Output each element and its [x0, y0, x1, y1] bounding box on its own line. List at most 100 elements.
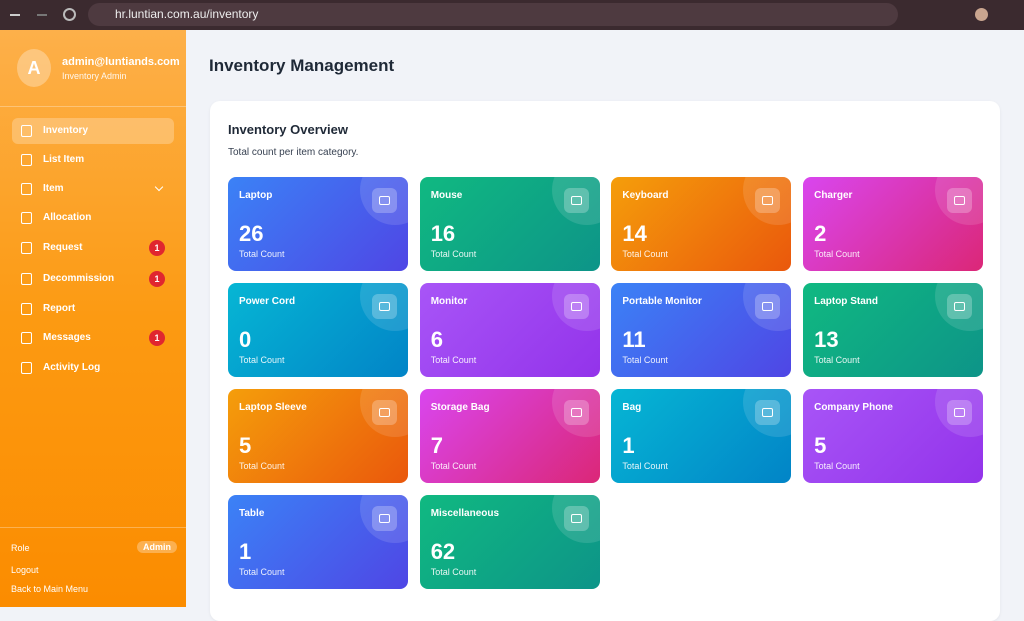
forward-button[interactable]	[37, 14, 47, 27]
category-card[interactable]: Storage Bag 7 Total Count	[419, 389, 600, 483]
card-count-label: Total Count	[430, 355, 477, 365]
card-count: 1	[622, 433, 635, 458]
nav-item[interactable]: Activity Log	[12, 355, 174, 381]
divider	[0, 527, 186, 528]
card-count-label: Total Count	[430, 249, 477, 259]
card-count: 5	[239, 433, 252, 458]
nav-icon	[21, 154, 32, 166]
sidebar: A admin@luntiands.com Inventory Admin Ro…	[0, 30, 186, 607]
nav-icon	[21, 212, 32, 224]
avatar: A	[17, 49, 51, 87]
profile-avatar[interactable]	[975, 8, 988, 21]
nav-badge: 1	[149, 271, 165, 287]
user-email: admin@luntiands.com	[62, 56, 180, 68]
card-name: Table	[239, 508, 265, 519]
card-icon	[755, 400, 781, 425]
icon-glyph	[570, 408, 582, 417]
divider	[0, 106, 186, 107]
category-card[interactable]: Mouse 16 Total Count	[419, 177, 600, 271]
nav-item[interactable]: Item	[12, 176, 174, 202]
nav-icon	[21, 242, 32, 254]
card-count-label: Total Count	[814, 355, 860, 365]
card-count-label: Total Count	[239, 249, 285, 259]
card-count-label: Total Count	[622, 461, 668, 471]
address-bar[interactable]: hr.luntian.com.au/inventory	[88, 3, 898, 26]
icon-glyph	[379, 196, 390, 205]
card-count: 5	[814, 433, 827, 458]
nav-label: Report	[43, 303, 76, 314]
nav-item[interactable]: Inventory	[12, 118, 174, 144]
card-icon	[947, 188, 973, 213]
card-count-label: Total Count	[622, 249, 668, 259]
card-count: 11	[622, 327, 646, 352]
category-card[interactable]: Bag 1 Total Count	[611, 389, 792, 483]
nav-label: Request	[43, 242, 83, 253]
icon-glyph	[762, 302, 774, 311]
nav-label: Inventory	[43, 125, 89, 136]
card-icon	[947, 400, 973, 425]
card-count: 1	[239, 539, 252, 564]
nav-item[interactable]: Request 1	[12, 235, 174, 261]
icon-glyph	[570, 196, 582, 205]
card-name: Company Phone	[814, 402, 893, 413]
user-role: Inventory Admin	[62, 71, 127, 81]
nav-badge: 1	[149, 240, 165, 256]
card-icon	[947, 294, 973, 319]
nav-label: List Item	[43, 154, 85, 165]
category-card[interactable]: Monitor 6 Total Count	[419, 283, 600, 377]
card-count-label: Total Count	[430, 461, 477, 471]
category-card[interactable]: Laptop 26 Total Count	[228, 177, 408, 271]
icon-glyph	[954, 196, 966, 205]
card-name: Keyboard	[622, 190, 669, 201]
reload-button[interactable]	[63, 8, 76, 21]
icon-glyph	[379, 302, 390, 311]
card-name: Mouse	[430, 190, 463, 201]
card-icon	[755, 188, 781, 213]
icon-glyph	[762, 408, 774, 417]
category-card[interactable]: Miscellaneous 62 Total Count	[419, 495, 600, 589]
category-card[interactable]: Company Phone 5 Total Count	[803, 389, 984, 483]
card-name: Charger	[814, 190, 853, 201]
card-count: 2	[814, 221, 827, 246]
back-link[interactable]: Back to Main Menu	[11, 584, 89, 594]
category-card[interactable]: Keyboard 14 Total Count	[611, 177, 792, 271]
nav-item[interactable]: Report	[12, 296, 174, 322]
card-icon	[563, 294, 589, 319]
card-count-label: Total Count	[239, 355, 285, 365]
card-name: Laptop	[239, 190, 273, 201]
icon-glyph	[954, 302, 966, 311]
category-card[interactable]: Laptop Sleeve 5 Total Count	[228, 389, 408, 483]
category-card[interactable]: Table 1 Total Count	[228, 495, 408, 589]
card-name: Laptop Sleeve	[239, 402, 307, 413]
card-count: 26	[239, 221, 264, 246]
icon-glyph	[954, 408, 966, 417]
card-count: 13	[814, 327, 839, 352]
role-pill: Admin	[137, 541, 177, 553]
nav-item[interactable]: Decommission 1	[12, 266, 174, 292]
category-card[interactable]: Power Cord 0 Total Count	[228, 283, 408, 377]
card-name: Power Cord	[239, 296, 296, 307]
nav-item[interactable]: Messages 1	[12, 325, 174, 351]
card-count-label: Total Count	[814, 461, 860, 471]
card-icon	[563, 188, 589, 213]
icon-glyph	[762, 196, 774, 205]
nav-label: Decommission	[43, 273, 115, 284]
category-card[interactable]: Charger 2 Total Count	[803, 177, 984, 271]
panel-title: Inventory Overview	[228, 122, 348, 137]
nav-label: Messages	[43, 332, 91, 343]
category-card[interactable]: Laptop Stand 13 Total Count	[803, 283, 984, 377]
nav-item[interactable]: Allocation	[12, 205, 174, 231]
card-name: Laptop Stand	[814, 296, 878, 307]
page-title: Inventory Management	[209, 56, 395, 75]
logout-link[interactable]: Logout	[11, 565, 39, 575]
category-card[interactable]: Portable Monitor 11 Total Count	[611, 283, 792, 377]
card-count-label: Total Count	[430, 567, 477, 577]
nav-item[interactable]: List Item	[12, 147, 174, 173]
card-count-label: Total Count	[814, 249, 860, 259]
card-name: Portable Monitor	[622, 296, 702, 307]
card-name: Miscellaneous	[430, 508, 500, 519]
back-button[interactable]	[10, 14, 20, 27]
card-name: Monitor	[430, 296, 468, 307]
card-name: Storage Bag	[430, 402, 490, 413]
